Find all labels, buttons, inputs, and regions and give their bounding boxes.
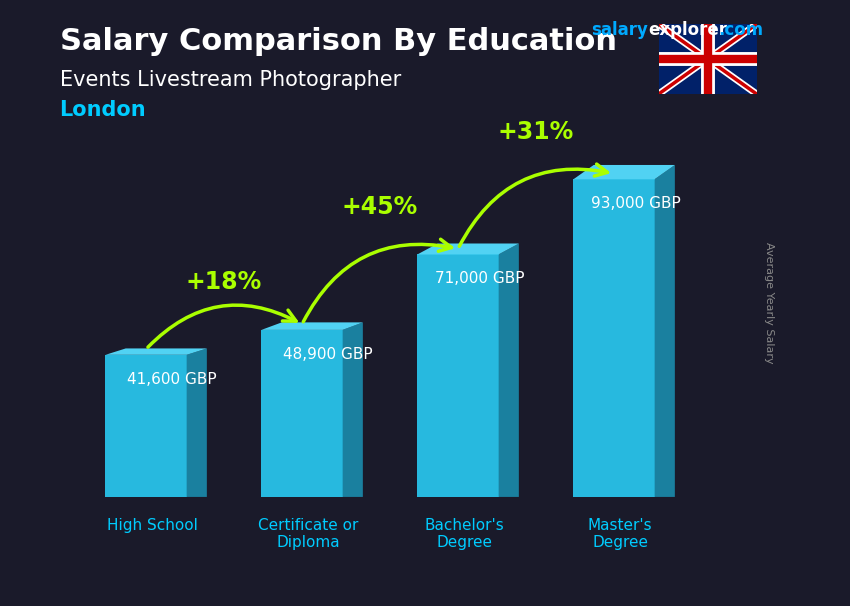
Polygon shape xyxy=(262,330,343,497)
Polygon shape xyxy=(654,165,675,497)
Text: Master's
Degree: Master's Degree xyxy=(588,518,653,550)
Polygon shape xyxy=(105,348,207,355)
Text: Events Livestream Photographer: Events Livestream Photographer xyxy=(60,70,400,90)
Text: Salary Comparison By Education: Salary Comparison By Education xyxy=(60,27,616,56)
Polygon shape xyxy=(417,244,518,255)
Text: Certificate or
Diploma: Certificate or Diploma xyxy=(258,518,359,550)
Text: .com: .com xyxy=(718,21,763,39)
Polygon shape xyxy=(417,255,499,497)
Text: 41,600 GBP: 41,600 GBP xyxy=(128,371,217,387)
Polygon shape xyxy=(343,322,363,497)
Text: +18%: +18% xyxy=(186,270,262,294)
Polygon shape xyxy=(574,179,654,497)
Text: +45%: +45% xyxy=(342,195,418,219)
Text: High School: High School xyxy=(107,518,198,533)
Polygon shape xyxy=(186,348,207,497)
Text: 71,000 GBP: 71,000 GBP xyxy=(434,271,524,286)
Text: explorer: explorer xyxy=(649,21,728,39)
Text: Average Yearly Salary: Average Yearly Salary xyxy=(764,242,774,364)
Polygon shape xyxy=(499,244,518,497)
Polygon shape xyxy=(105,355,186,497)
Text: London: London xyxy=(60,100,146,120)
Polygon shape xyxy=(574,165,675,179)
Text: Bachelor's
Degree: Bachelor's Degree xyxy=(424,518,504,550)
Text: +31%: +31% xyxy=(498,119,574,144)
Text: 93,000 GBP: 93,000 GBP xyxy=(591,196,680,211)
Polygon shape xyxy=(262,322,363,330)
Text: salary: salary xyxy=(591,21,648,39)
Text: 48,900 GBP: 48,900 GBP xyxy=(283,347,373,362)
